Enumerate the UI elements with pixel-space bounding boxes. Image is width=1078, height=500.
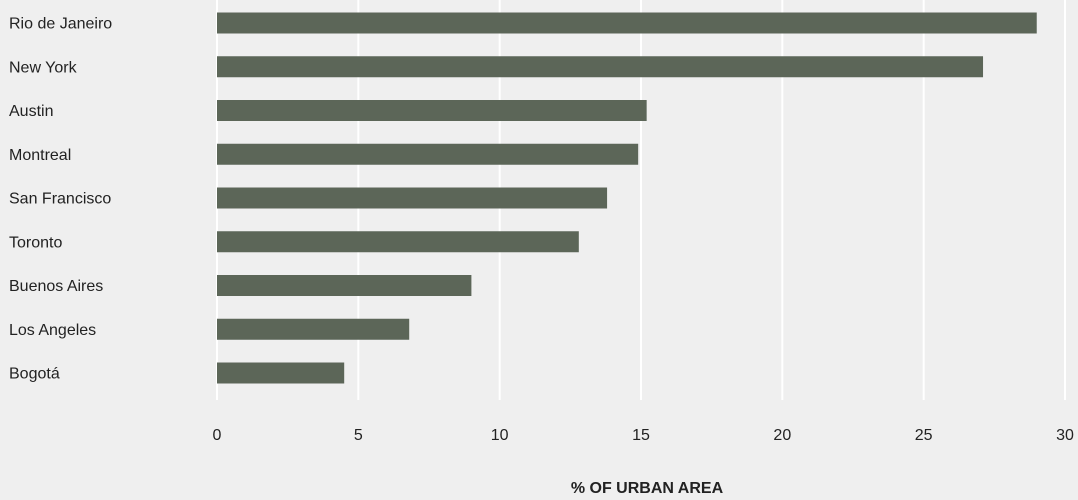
category-label: San Francisco bbox=[9, 191, 111, 208]
bar bbox=[217, 187, 608, 209]
bar bbox=[217, 143, 639, 165]
category-labels: Rio de Janeiro New York Austin Montreal San … bbox=[9, 16, 112, 383]
x-tick-label: 30 bbox=[1056, 427, 1074, 444]
bar bbox=[217, 362, 345, 384]
bar bbox=[217, 275, 472, 296]
x-tick-label: 10 bbox=[491, 427, 509, 444]
category-label: Bogotá bbox=[9, 366, 60, 383]
bar bbox=[217, 318, 410, 340]
category-label: Toronto bbox=[9, 234, 62, 251]
x-tick-label: 0 bbox=[213, 427, 222, 444]
category-label: New York bbox=[9, 59, 78, 76]
bars bbox=[217, 12, 1037, 384]
category-label: Rio de Janeiro bbox=[9, 16, 112, 33]
x-tick-labels: 0 5 10 15 20 25 30 bbox=[213, 427, 1074, 444]
x-axis-title: % OF URBAN AREA bbox=[571, 480, 724, 497]
category-label: Austin bbox=[9, 103, 53, 120]
category-label: Los Angeles bbox=[9, 322, 96, 339]
x-tick-label: 25 bbox=[915, 427, 933, 444]
category-label: Buenos Aires bbox=[9, 278, 103, 295]
bar bbox=[217, 231, 579, 253]
bar bbox=[217, 100, 647, 121]
x-tick-label: 5 bbox=[354, 427, 363, 444]
bar bbox=[217, 56, 984, 78]
bar bbox=[217, 12, 1037, 34]
category-label: Montreal bbox=[9, 147, 71, 164]
x-tick-label: 15 bbox=[632, 427, 650, 444]
x-tick-label: 20 bbox=[773, 427, 791, 444]
